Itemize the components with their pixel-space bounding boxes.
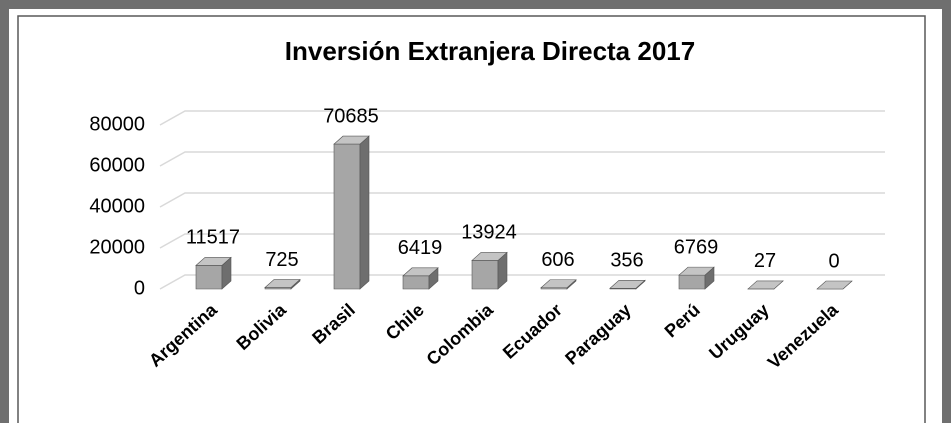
chart-title: Inversión Extranjera Directa 2017 <box>285 36 695 66</box>
y-tick-label: 80000 <box>89 113 145 135</box>
y-tick-label: 20000 <box>89 236 145 258</box>
data-label: 725 <box>265 249 298 271</box>
bar <box>196 257 231 289</box>
bar <box>679 267 714 289</box>
bar-face <box>360 136 369 289</box>
bar-face <box>403 276 429 289</box>
bar <box>334 136 369 289</box>
bar-face <box>334 144 360 289</box>
chart: Inversión Extranjera Directa 2017 0 20000… <box>0 0 951 423</box>
bar-face <box>679 275 705 289</box>
bar-face <box>196 265 222 289</box>
data-label: 6769 <box>674 236 719 258</box>
data-label: 356 <box>610 250 643 272</box>
data-label: 27 <box>754 250 776 272</box>
y-tick-label: 40000 <box>89 195 145 217</box>
data-label: 13924 <box>461 222 517 244</box>
bar-face <box>472 260 498 289</box>
data-label: 11517 <box>186 227 240 249</box>
bar <box>472 252 507 289</box>
data-label: 0 <box>828 250 839 272</box>
y-tick-label: 60000 <box>89 154 145 176</box>
y-tick-label: 0 <box>134 277 145 299</box>
data-label: 6419 <box>398 237 443 259</box>
bar <box>403 268 438 289</box>
data-label: 70685 <box>323 105 379 127</box>
data-label: 606 <box>541 249 574 271</box>
